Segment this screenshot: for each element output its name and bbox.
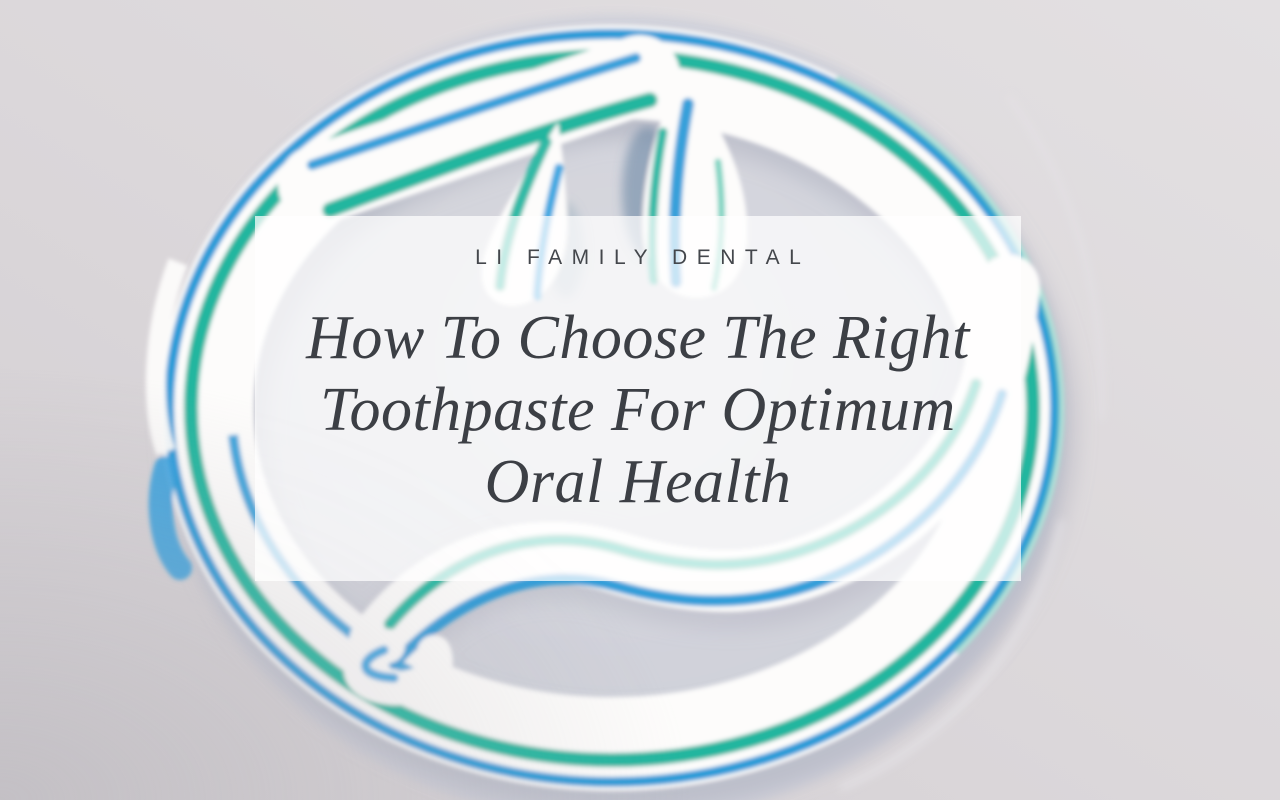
brand-eyebrow: LI FAMILY DENTAL	[475, 246, 811, 269]
title-overlay-panel: LI FAMILY DENTAL How To Choose The Right…	[255, 216, 1021, 581]
article-title: How To Choose The Right Toothpaste For O…	[255, 302, 1021, 518]
title-line-3: Oral Health	[484, 448, 792, 516]
title-line-1: How To Choose The Right	[306, 304, 970, 372]
title-line-2: Toothpaste For Optimum	[320, 376, 956, 444]
